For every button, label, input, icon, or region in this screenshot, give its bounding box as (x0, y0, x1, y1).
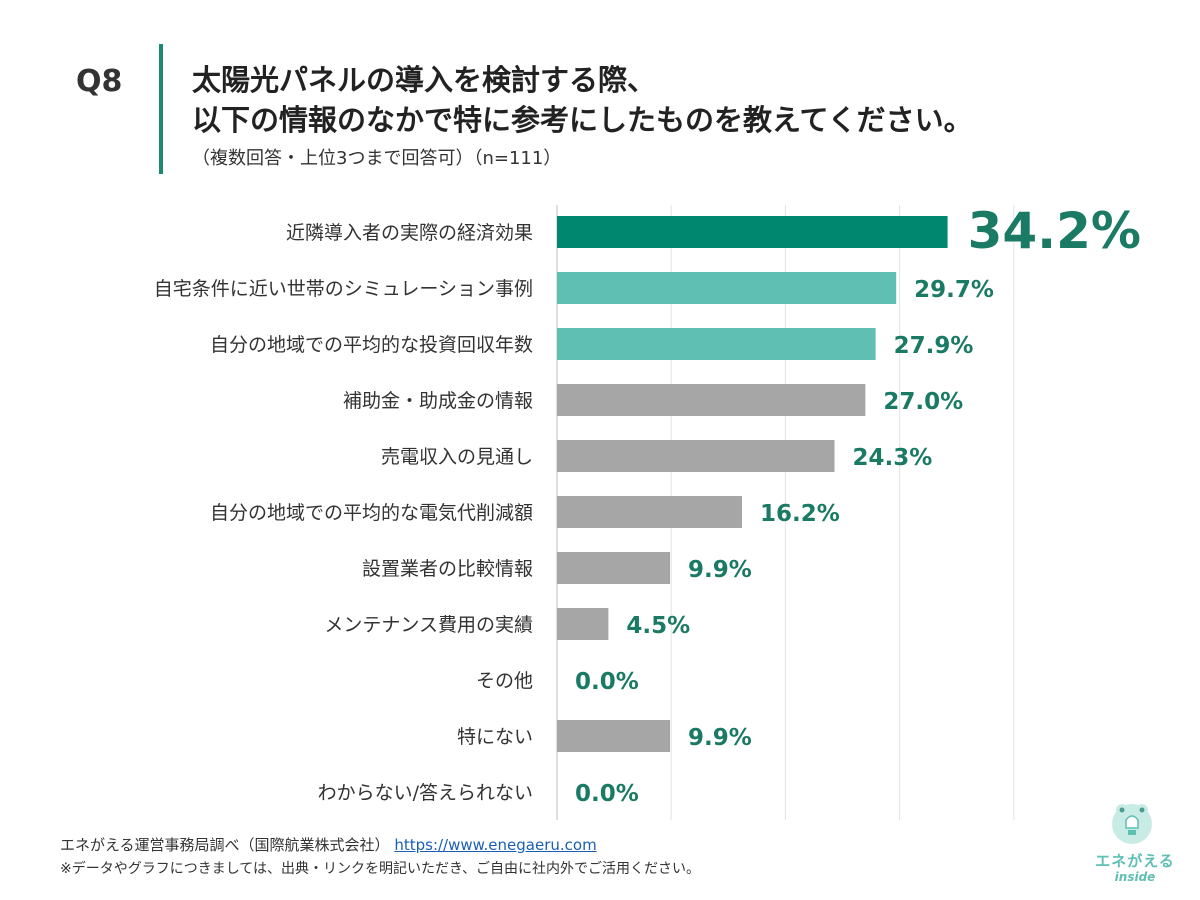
category-label: 自宅条件に近い世帯のシミュレーション事例 (154, 278, 533, 300)
value-label: 16.2% (760, 501, 840, 527)
value-label: 34.2% (968, 202, 1141, 260)
value-label: 9.9% (688, 557, 752, 583)
usage-note: ※データやグラフにつきましては、出典・リンクを明記いただき、ご自由に社内外でご活… (60, 861, 701, 877)
value-label: 0.0% (575, 669, 639, 695)
bar (557, 384, 866, 416)
value-label: 24.3% (853, 445, 933, 471)
source-note: エネがえる運営事務局調べ（国際航業株式会社） https://www.enega… (60, 834, 597, 855)
category-label: 補助金・助成金の情報 (343, 390, 533, 412)
category-label: 売電収入の見通し (381, 446, 533, 468)
title-line-1: 太陽光パネルの導入を検討する際、 (192, 63, 657, 97)
logo-sub: inside (1114, 870, 1156, 884)
bar (557, 272, 897, 304)
value-label: 29.7% (914, 277, 994, 303)
source-text: エネがえる運営事務局調べ（国際航業株式会社） (60, 836, 390, 854)
value-label: 0.0% (575, 781, 639, 807)
category-label: その他 (476, 670, 533, 692)
category-label: 自分の地域での平均的な投資回収年数 (210, 334, 533, 356)
title-line-2: 以下の情報のなかで特に参考にしたものを教えてください。 (192, 103, 973, 137)
bar (557, 328, 876, 360)
logo-name: エネがえる (1095, 852, 1175, 870)
bar (557, 496, 743, 528)
bar (557, 720, 671, 752)
value-label: 4.5% (626, 613, 690, 639)
value-label: 9.9% (688, 725, 752, 751)
category-label: わからない/答えられない (318, 782, 533, 804)
frog-lightbulb-icon (1112, 804, 1152, 844)
bar-chart: 近隣導入者の実際の経済効果 34.2% 自宅条件に近い世帯のシミュレーション事例 29… (154, 202, 1141, 820)
title-accent-bar (159, 44, 163, 174)
category-label: メンテナンス費用の実績 (324, 614, 533, 636)
bar (557, 552, 671, 584)
category-label: 設置業者の比較情報 (362, 558, 533, 580)
value-label: 27.0% (883, 389, 963, 415)
enegaeru-logo: エネがえる inside (1090, 800, 1180, 890)
bar (557, 608, 609, 640)
question-number: Q8 (76, 64, 123, 99)
chart-subtitle: （複数回答・上位3つまで回答可）（n=111） (192, 148, 562, 169)
source-link[interactable]: https://www.enegaeru.com (394, 836, 597, 854)
bar (557, 440, 835, 472)
bar (557, 216, 948, 248)
category-label: 近隣導入者の実際の経済効果 (286, 222, 533, 244)
value-label: 27.9% (894, 333, 974, 359)
category-label: 特にない (457, 726, 533, 748)
chart-title: 太陽光パネルの導入を検討する際、 以下の情報のなかで特に参考にしたものを教えてく… (192, 60, 973, 140)
category-label: 自分の地域での平均的な電気代削減額 (210, 502, 533, 524)
